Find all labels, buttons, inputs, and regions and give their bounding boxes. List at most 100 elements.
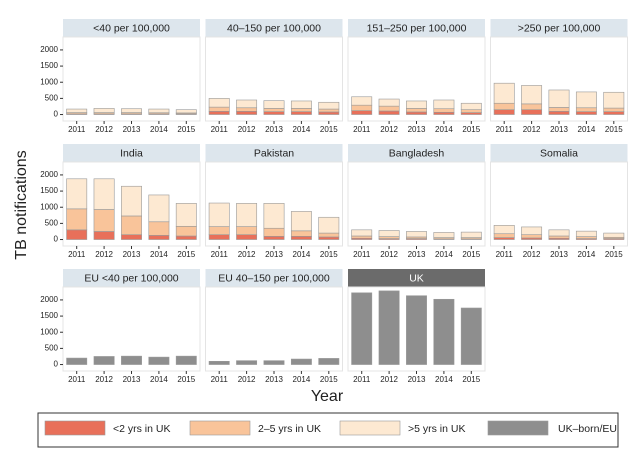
bar-segment xyxy=(318,358,340,365)
bar-segment xyxy=(406,295,427,365)
panel-strip xyxy=(348,269,485,287)
bar-segment xyxy=(548,111,570,115)
x-tick-label: 2012 xyxy=(380,250,398,259)
bar-segment xyxy=(318,108,340,113)
x-tick-label: 2014 xyxy=(293,125,311,134)
panel-strip xyxy=(348,19,485,37)
bar-segment xyxy=(148,221,170,236)
bar-segment xyxy=(521,85,543,105)
x-tick-label: 2013 xyxy=(265,250,283,259)
bar-segment xyxy=(378,110,400,115)
bar-segment xyxy=(318,236,340,240)
bar-segment xyxy=(548,235,570,239)
x-tick-label: 2013 xyxy=(265,375,283,384)
bar-segment xyxy=(433,232,455,238)
bar-segment xyxy=(351,235,373,239)
panel-title: Somalia xyxy=(540,147,578,159)
bar-segment xyxy=(290,358,312,365)
y-tick-label: 1500 xyxy=(40,61,58,70)
bar-segment xyxy=(378,230,400,237)
bar-segment xyxy=(493,225,515,235)
x-tick-label: 2013 xyxy=(123,125,141,134)
bar-segment xyxy=(406,108,427,113)
panel-strip xyxy=(63,19,200,37)
x-tick-label: 2012 xyxy=(95,250,113,259)
bar-segment xyxy=(175,235,197,240)
x-tick-label: 2013 xyxy=(408,250,426,259)
bar-segment xyxy=(208,234,230,240)
bar-segment xyxy=(460,109,482,113)
bar-segment xyxy=(378,98,400,107)
plot-area xyxy=(62,36,201,122)
bar-segment xyxy=(575,111,597,115)
x-tick-label: 2012 xyxy=(380,125,398,134)
bar-segment xyxy=(575,230,597,237)
bar-segment xyxy=(378,290,400,365)
bar-segment xyxy=(493,109,515,115)
panel-strip xyxy=(490,19,628,37)
bar-segment xyxy=(575,91,597,109)
x-tick-label: 2011 xyxy=(211,125,229,134)
x-tick-label: 2015 xyxy=(605,250,623,259)
bar-segment xyxy=(460,231,482,238)
bar-segment xyxy=(603,111,625,115)
x-tick-label: 2014 xyxy=(578,250,596,259)
plot-area xyxy=(205,286,343,372)
x-tick-label: 2014 xyxy=(293,250,311,259)
x-tick-label: 2011 xyxy=(211,250,229,259)
panel-title: EU 40–150 per 100,000 xyxy=(218,272,330,284)
bar-segment xyxy=(406,111,427,115)
x-tick-label: 2013 xyxy=(123,250,141,259)
x-tick-label: 2012 xyxy=(238,375,256,384)
bar-segment xyxy=(406,100,427,109)
y-tick-label: 1000 xyxy=(40,202,58,211)
bar-segment xyxy=(433,111,455,115)
x-tick-label: 2013 xyxy=(550,250,568,259)
x-tick-label: 2011 xyxy=(353,250,371,259)
bar-segment xyxy=(236,107,258,112)
bar-segment xyxy=(493,82,515,104)
bar-segment xyxy=(290,236,312,240)
bar-segment xyxy=(318,216,340,234)
bar-segment xyxy=(148,356,170,365)
bar-segment xyxy=(603,232,625,238)
panel-title: UK xyxy=(409,272,424,284)
bar-segment xyxy=(175,109,197,114)
x-tick-label: 2015 xyxy=(462,375,480,384)
panel-title: <40 per 100,000 xyxy=(93,22,170,34)
bar-segment xyxy=(290,108,312,112)
y-tick-label: 1000 xyxy=(40,77,58,86)
bar-segment xyxy=(263,111,285,115)
bar-segment xyxy=(263,108,285,112)
bar-segment xyxy=(433,108,455,113)
x-tick-label: 2014 xyxy=(293,375,311,384)
panel-title: >250 per 100,000 xyxy=(518,22,601,34)
bar-segment xyxy=(208,202,230,227)
panel-strip xyxy=(490,144,628,162)
x-tick-label: 2011 xyxy=(211,375,229,384)
panel-strip xyxy=(205,269,343,287)
bar-segment xyxy=(521,109,543,115)
bar-segment xyxy=(603,91,625,109)
x-tick-label: 2012 xyxy=(380,375,398,384)
x-tick-label: 2014 xyxy=(435,125,453,134)
x-tick-label: 2014 xyxy=(150,250,168,259)
y-tick-label: 1500 xyxy=(40,311,58,320)
x-tick-label: 2012 xyxy=(95,375,113,384)
panel-strip xyxy=(348,144,485,162)
panel-title: EU <40 per 100,000 xyxy=(84,272,178,284)
panel-strip xyxy=(205,144,343,162)
bar-segment xyxy=(433,298,455,365)
bar-segment xyxy=(521,234,543,239)
bar-segment xyxy=(175,203,197,227)
bar-segment xyxy=(236,360,258,365)
bar-segment xyxy=(93,356,115,365)
bar-segment xyxy=(263,100,285,109)
bar-segment xyxy=(121,234,142,240)
bar-segment xyxy=(290,230,312,237)
x-tick-label: 2015 xyxy=(320,125,338,134)
panel-title: India xyxy=(120,147,143,159)
bar-segment xyxy=(351,229,373,237)
bar-segment xyxy=(236,203,258,227)
